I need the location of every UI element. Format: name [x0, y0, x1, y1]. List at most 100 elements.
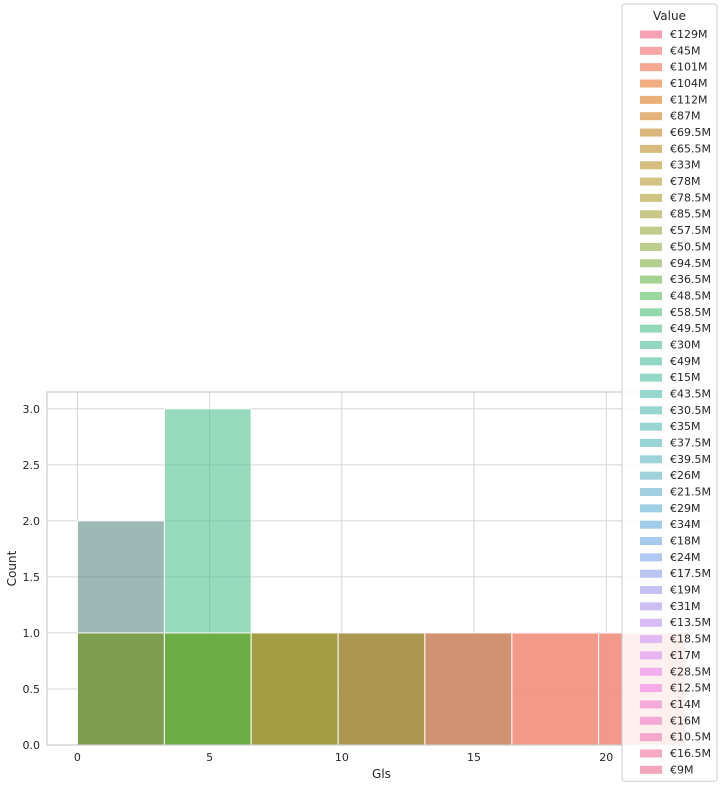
legend-label: €87M	[670, 110, 701, 123]
legend: Value €129M €45M €101M €104M €112M €87M €69.5M…	[621, 3, 718, 782]
legend-label: €65.5M	[670, 142, 711, 155]
legend-swatch	[640, 455, 662, 464]
legend-swatch	[640, 569, 662, 578]
histogram-bar	[337, 632, 426, 746]
legend-label: €33M	[670, 159, 701, 172]
legend-swatch	[640, 439, 662, 447]
legend-swatch	[640, 144, 662, 153]
legend-label: €19M	[670, 584, 701, 597]
legend-label: €15M	[670, 371, 701, 384]
legend-title: Value	[653, 9, 686, 23]
legend-swatch	[640, 259, 662, 268]
legend-swatch	[640, 765, 662, 774]
legend-label: €26M	[670, 469, 701, 482]
legend-swatch	[640, 667, 662, 676]
legend-swatch	[640, 733, 662, 742]
x-tick-labels: 0 5 10 15 20	[74, 751, 613, 764]
legend-label: €45M	[670, 44, 701, 57]
y-tick-label: 3.0	[23, 403, 41, 416]
legend-swatch	[640, 406, 662, 415]
legend-label: €16M	[670, 714, 701, 727]
legend-swatch	[640, 30, 662, 39]
legend-swatch	[640, 553, 662, 562]
legend-swatch	[640, 651, 662, 660]
legend-swatch	[640, 161, 662, 170]
legend-swatch	[640, 488, 662, 497]
legend-label: €14M	[670, 698, 701, 711]
legend-label: €57.5M	[670, 224, 711, 237]
legend-swatch	[640, 291, 662, 300]
x-tick-label: 20	[599, 751, 613, 764]
legend-swatch	[640, 79, 662, 88]
legend-label: €30M	[670, 338, 701, 351]
legend-swatch	[640, 226, 662, 235]
histogram-bar	[511, 632, 600, 746]
histogram-bar	[76, 632, 165, 746]
histogram-bar	[250, 632, 339, 746]
legend-label: €49.5M	[670, 322, 711, 335]
legend-label: €129M	[670, 28, 708, 41]
legend-label: €24M	[670, 551, 701, 564]
legend-label: €112M	[670, 93, 708, 106]
legend-swatch	[640, 749, 662, 758]
legend-label: €104M	[670, 77, 708, 90]
legend-label: €39.5M	[670, 453, 711, 466]
legend-swatch	[640, 471, 662, 480]
legend-label: €101M	[670, 61, 708, 74]
legend-swatch	[640, 504, 662, 513]
y-tick-label: 1.5	[23, 571, 41, 584]
legend-swatch	[640, 128, 662, 137]
legend-label: €78M	[670, 175, 701, 188]
legend-label: €36.5M	[670, 273, 711, 286]
legend-label: €21.5M	[670, 486, 711, 499]
legend-label: €94.5M	[670, 257, 711, 270]
legend-swatch	[640, 242, 662, 251]
legend-swatch	[640, 537, 662, 546]
legend-label: €58.5M	[670, 306, 711, 319]
legend-label: €69.5M	[670, 126, 711, 139]
y-axis-label: Count	[5, 550, 19, 586]
legend-swatch	[640, 357, 662, 366]
x-tick-label: 0	[74, 751, 81, 764]
legend-swatch	[640, 340, 662, 349]
legend-swatch	[640, 700, 662, 709]
x-axis-label: Gls	[372, 767, 391, 781]
legend-label: €12.5M	[670, 682, 711, 695]
legend-label: €37.5M	[670, 437, 711, 450]
legend-swatch	[640, 373, 662, 382]
legend-swatch	[640, 112, 662, 121]
legend-label: €18M	[670, 535, 701, 548]
y-tick-label: 0.5	[23, 683, 41, 696]
legend-swatch	[640, 422, 662, 431]
plot-area	[46, 391, 717, 746]
legend-entries: €129M €45M €101M €104M €112M €87M €69.5M €65.5M…	[640, 28, 711, 776]
legend-swatch	[640, 716, 662, 725]
x-tick-label: 10	[335, 751, 349, 764]
histogram-bar	[424, 632, 513, 746]
legend-label: €13.5M	[670, 616, 711, 629]
legend-swatch	[640, 210, 662, 219]
legend-swatch	[640, 275, 662, 284]
histogram-bar	[163, 632, 252, 746]
legend-label: €34M	[670, 518, 701, 531]
legend-swatch	[640, 177, 662, 186]
legend-swatch	[640, 520, 662, 529]
legend-label: €9M	[670, 763, 694, 776]
legend-swatch	[640, 46, 662, 55]
legend-swatch	[640, 308, 662, 317]
legend-swatch	[640, 193, 662, 202]
legend-label: €17.5M	[670, 567, 711, 580]
x-tick-label: 5	[206, 751, 213, 764]
legend-label: €50.5M	[670, 240, 711, 253]
legend-label: €35M	[670, 420, 701, 433]
legend-label: €78.5M	[670, 191, 711, 204]
legend-swatch	[640, 389, 662, 398]
legend-label: €16.5M	[670, 747, 711, 760]
legend-label: €48.5M	[670, 289, 711, 302]
legend-swatch	[640, 586, 662, 595]
legend-swatch	[640, 95, 662, 104]
legend-label: €28.5M	[670, 665, 711, 678]
legend-label: €31M	[670, 600, 701, 613]
legend-label: €18.5M	[670, 633, 711, 646]
